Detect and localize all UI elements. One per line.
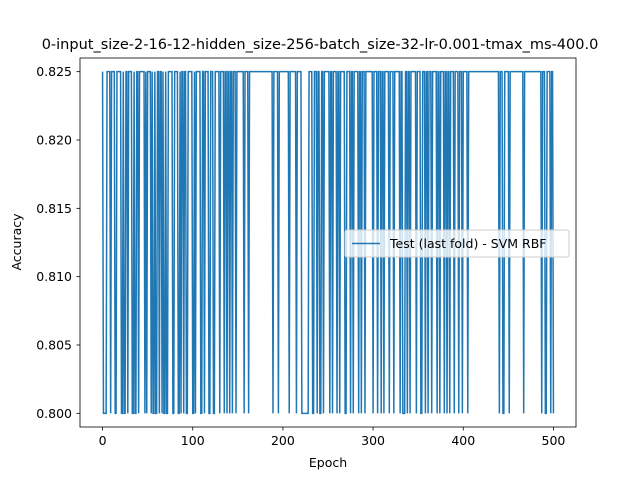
x-tick-label: 500: [542, 433, 566, 448]
chart-title: 0-input_size-2-16-12-hidden_size-256-bat…: [42, 37, 599, 53]
x-axis: 0 100 200 300 400 500: [99, 427, 566, 448]
y-tick-label: 0.800: [36, 406, 72, 421]
y-axis-label: Accuracy: [9, 213, 24, 271]
series-line: [101, 70, 555, 415]
x-tick-label: 100: [181, 433, 205, 448]
x-axis-label: Epoch: [309, 455, 347, 470]
legend: Test (last fold) - SVM RBF: [344, 229, 570, 258]
y-tick-label: 0.810: [36, 269, 72, 284]
y-tick-label: 0.820: [36, 133, 72, 148]
legend-label: Test (last fold) - SVM RBF: [389, 236, 546, 251]
y-axis: 0.800 0.805 0.810 0.815 0.820 0.825: [36, 64, 80, 421]
x-tick-label: 0: [99, 433, 107, 448]
x-tick-label: 200: [271, 433, 295, 448]
x-tick-label: 300: [361, 433, 385, 448]
series-layer: [101, 70, 555, 415]
x-tick-label: 400: [451, 433, 475, 448]
axes-frame: [79, 57, 577, 428]
y-tick-label: 0.805: [36, 338, 72, 353]
y-tick-label: 0.815: [36, 201, 72, 216]
legend-box: [344, 229, 570, 258]
y-tick-label: 0.825: [36, 64, 72, 79]
